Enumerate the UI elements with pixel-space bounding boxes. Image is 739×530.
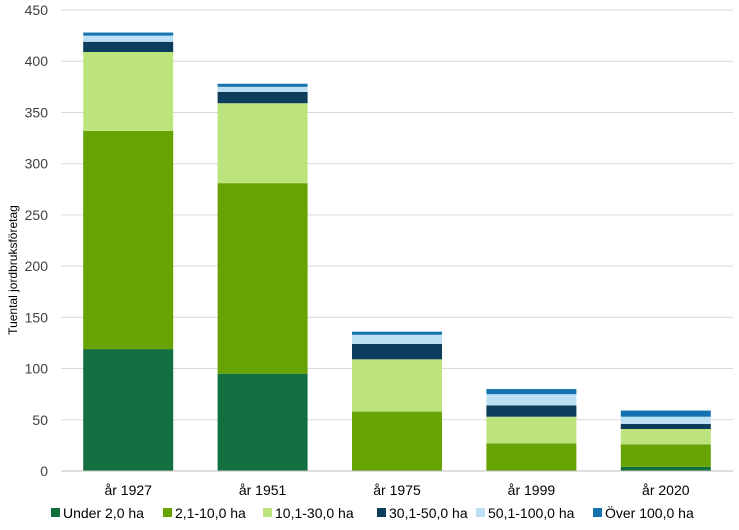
bar-segment — [217, 373, 308, 471]
bar-segment — [486, 389, 577, 395]
bar-segment — [217, 183, 308, 374]
bar-segment — [83, 35, 174, 42]
bar-segment — [620, 423, 711, 429]
bar-segment — [217, 91, 308, 104]
bar-segment — [620, 444, 711, 467]
bar-segment — [83, 130, 174, 350]
y-tick-label: 100 — [25, 361, 49, 377]
bar-segment — [620, 466, 711, 471]
bar-segment — [352, 343, 442, 360]
y-tick-label: 350 — [25, 104, 49, 120]
bar-segment — [83, 52, 174, 131]
bar-segment — [620, 428, 711, 445]
bar-segment — [217, 103, 308, 184]
legend-swatch — [593, 508, 602, 517]
legend-swatch — [163, 508, 172, 517]
bar-segment — [620, 416, 711, 424]
y-axis-label: Tuental jordbruksföretag — [6, 205, 20, 335]
legend-label: 30,1-50,0 ha — [389, 505, 468, 521]
legend-swatch — [263, 508, 272, 517]
y-tick-label: 0 — [40, 463, 48, 479]
legend-label: Över 100,0 ha — [605, 504, 694, 521]
bar-segment — [83, 41, 174, 53]
legend-label: 10,1-30,0 ha — [275, 505, 354, 521]
y-tick-label: 400 — [25, 53, 49, 69]
y-tick-label: 250 — [25, 207, 49, 223]
bar-segment — [352, 411, 442, 471]
bar-segment — [486, 394, 577, 406]
y-tick-label: 150 — [25, 309, 49, 325]
x-tick-label: år 1975 — [373, 482, 421, 498]
bar-segment — [486, 416, 577, 444]
bar-segment — [352, 359, 442, 412]
bar-segment — [486, 443, 577, 471]
legend-swatch — [51, 508, 60, 517]
bar-segment — [352, 331, 442, 335]
legend-label: Under 2,0 ha — [63, 505, 144, 521]
bar-segment — [217, 86, 308, 92]
y-tick-label: 450 — [25, 2, 49, 18]
x-tick-label: år 1951 — [239, 482, 287, 498]
legend-swatch — [476, 508, 485, 517]
legend-label: 50,1-100,0 ha — [488, 505, 575, 521]
bar-segment — [620, 410, 711, 417]
bar-segment — [83, 32, 174, 36]
x-tick-label: år 2020 — [642, 482, 690, 498]
legend: Under 2,0 ha 2,1-10,0 ha 10,1-30,0 ha 30,1-… — [51, 504, 694, 521]
bars — [83, 32, 711, 471]
bar-segment — [83, 349, 174, 471]
legend-label: 2,1-10,0 ha — [175, 505, 246, 521]
y-tick-label: 300 — [25, 156, 49, 172]
legend-swatch — [377, 508, 386, 517]
x-tick-label: år 1999 — [508, 482, 556, 498]
bar-segment — [486, 405, 577, 417]
y-tick-label: 50 — [32, 412, 48, 428]
x-tick-label: år 1927 — [104, 482, 152, 498]
bar-segment — [352, 334, 442, 344]
y-tick-label: 200 — [25, 258, 49, 274]
axes: 0 50 100 150 200 250 300 350 400 450 år 1927 år 195… — [25, 2, 733, 498]
bar-segment — [217, 83, 308, 87]
